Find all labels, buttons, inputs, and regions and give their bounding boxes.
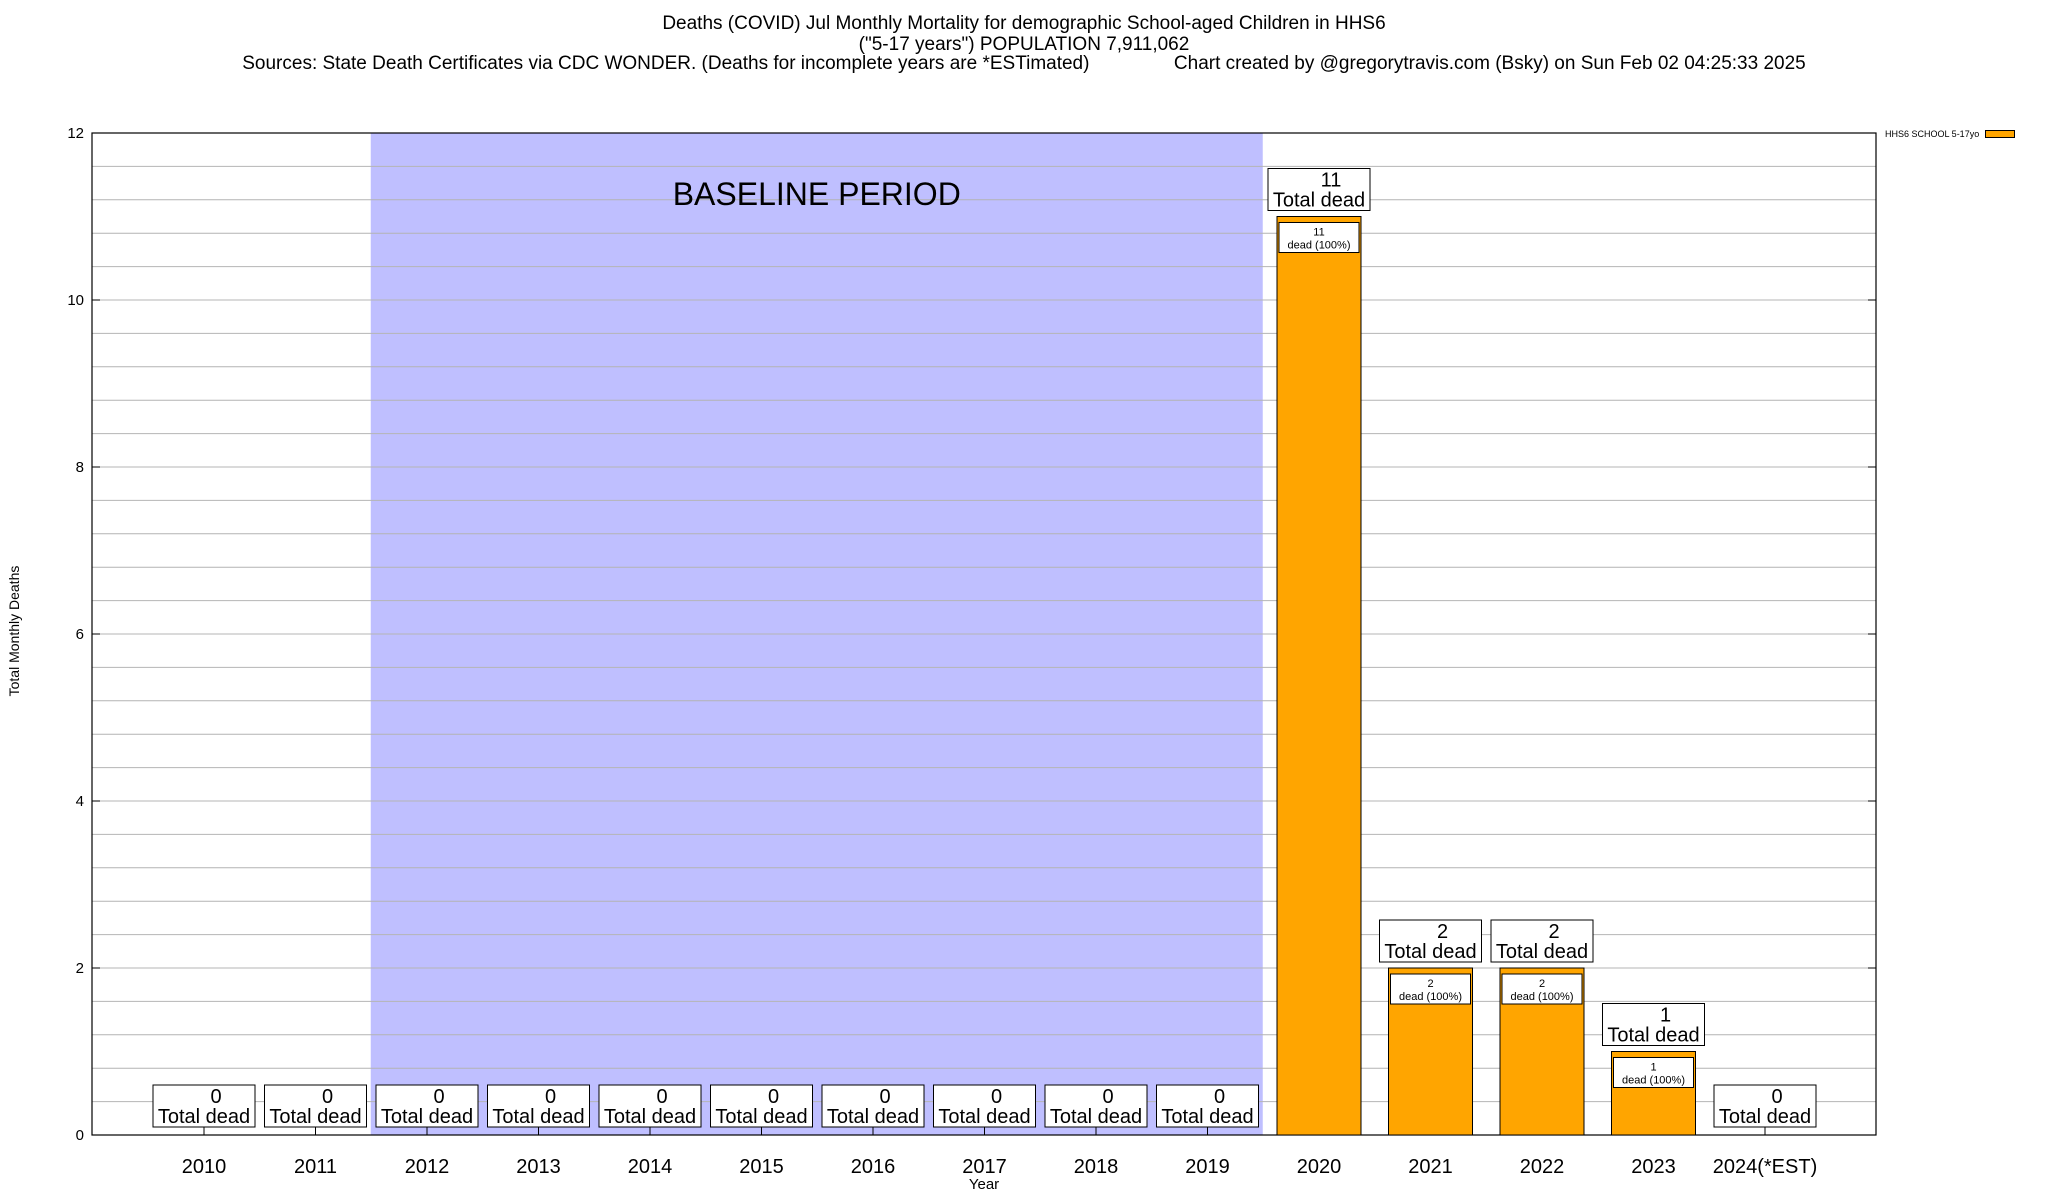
total-label-text: Total dead	[492, 1106, 584, 1128]
total-label-value: 0	[656, 1086, 667, 1108]
legend-entry-label: HHS6 SCHOOL 5-17yo	[1885, 129, 1980, 139]
total-label-value: 0	[433, 1086, 444, 1108]
total-label-box	[598, 1084, 702, 1128]
bar-inner-value: 2	[1539, 978, 1545, 990]
bar-inner-label: dead (100%)	[1511, 991, 1574, 1003]
total-label-text: Total dead	[1273, 190, 1365, 212]
total-label-box	[821, 1084, 925, 1128]
total-label-text: Total dead	[715, 1106, 807, 1128]
title-line-2: ("5-17 years") POPULATION 7,911,062	[858, 34, 1190, 55]
y-tick-label: 4	[76, 793, 84, 810]
x-tick-label: 2021	[1408, 1156, 1453, 1178]
bar-inner-label: dead (100%)	[1399, 991, 1462, 1003]
total-label-value: 0	[1214, 1086, 1225, 1108]
x-tick-label: 2019	[1185, 1156, 1230, 1178]
total-label-value: 0	[991, 1086, 1002, 1108]
total-label-text: Total dead	[827, 1106, 919, 1128]
total-label-text: Total dead	[269, 1106, 361, 1128]
bar-inner-label-box	[1613, 1057, 1694, 1088]
total-label-value: 11	[1321, 170, 1342, 192]
total-label-value: 0	[1771, 1086, 1782, 1108]
total-label-box	[1044, 1084, 1148, 1128]
total-label-text: Total dead	[938, 1106, 1030, 1128]
total-label-value: 0	[879, 1086, 890, 1108]
title-line-3: Sources: State Death Certificates via CD…	[242, 53, 1806, 74]
total-label-value: 2	[1437, 921, 1448, 943]
total-label-text: Total dead	[1719, 1106, 1811, 1128]
total-label-box	[1156, 1084, 1259, 1128]
x-tick-label: 2022	[1520, 1156, 1565, 1178]
total-label-text: Total dead	[381, 1106, 473, 1128]
bar-inner-label-box	[1278, 222, 1360, 253]
total-label-value: 0	[210, 1086, 221, 1108]
total-label-value: 0	[322, 1086, 333, 1108]
x-tick-label: 2012	[405, 1156, 450, 1178]
total-label-box	[933, 1084, 1036, 1128]
total-label-text: Total dead	[1161, 1106, 1253, 1128]
y-tick-label: 0	[76, 1127, 84, 1144]
x-tick-label: 2010	[182, 1156, 227, 1178]
total-label-text: Total dead	[1607, 1025, 1699, 1047]
bar-inner-label-box	[1390, 973, 1471, 1005]
y-tick-label: 6	[76, 626, 84, 643]
legend: HHS6 SCHOOL 5-17yo	[1885, 129, 2016, 139]
x-tick-label: 2014	[628, 1156, 673, 1178]
total-label-box	[1602, 1003, 1705, 1046]
title-line-1: Deaths (COVID) Jul Monthly Mortality for…	[662, 13, 1386, 34]
y-tick-label: 8	[76, 459, 84, 476]
x-tick-label: 2017	[962, 1156, 1007, 1178]
x-tick-label: 2020	[1297, 1156, 1342, 1178]
x-tick-label: 2015	[739, 1156, 784, 1178]
bar-inner-label: dead (100%)	[1288, 240, 1351, 252]
total-label-text: Total dead	[1496, 941, 1588, 963]
x-axis-label: Year	[968, 1176, 1000, 1193]
x-tick-label: 2011	[294, 1156, 337, 1178]
total-label-box	[1713, 1084, 1817, 1128]
y-tick-label: 2	[76, 960, 84, 977]
total-label-text: Total dead	[1050, 1106, 1142, 1128]
x-tick-label: 2013	[516, 1156, 561, 1178]
bar-inner-value: 1	[1650, 1062, 1656, 1074]
bar-inner-value: 11	[1313, 227, 1324, 239]
total-label-value: 1	[1660, 1005, 1671, 1027]
x-tick-label: 2023	[1631, 1156, 1676, 1178]
bar	[1276, 216, 1362, 1136]
total-label-box	[1267, 168, 1371, 211]
baseline-label: BASELINE PERIOD	[673, 176, 961, 212]
total-label-value: 2	[1548, 921, 1559, 943]
total-label-box	[1490, 919, 1594, 963]
total-label-box	[710, 1084, 813, 1128]
x-tick-label: 2016	[851, 1156, 896, 1178]
total-label-text: Total dead	[604, 1106, 696, 1128]
total-label-box	[375, 1084, 479, 1128]
total-label-box	[1379, 919, 1482, 963]
y-tick-label: 10	[67, 292, 84, 309]
total-label-box	[152, 1084, 256, 1128]
total-label-box	[487, 1084, 590, 1128]
total-label-value: 0	[1102, 1086, 1113, 1108]
y-tick-label: 12	[67, 125, 84, 142]
bar-inner-value: 2	[1427, 978, 1433, 990]
legend-swatch	[1985, 130, 2016, 138]
total-label-text: Total dead	[158, 1106, 250, 1128]
x-tick-label: 2024(*EST)	[1713, 1156, 1818, 1178]
total-label-value: 0	[545, 1086, 556, 1108]
x-tick-label: 2018	[1074, 1156, 1119, 1178]
bar-inner-label: dead (100%)	[1622, 1075, 1685, 1087]
total-label-box	[264, 1084, 367, 1128]
total-label-value: 0	[768, 1086, 779, 1108]
bar-inner-label-box	[1501, 973, 1583, 1005]
total-label-text: Total dead	[1384, 941, 1476, 963]
